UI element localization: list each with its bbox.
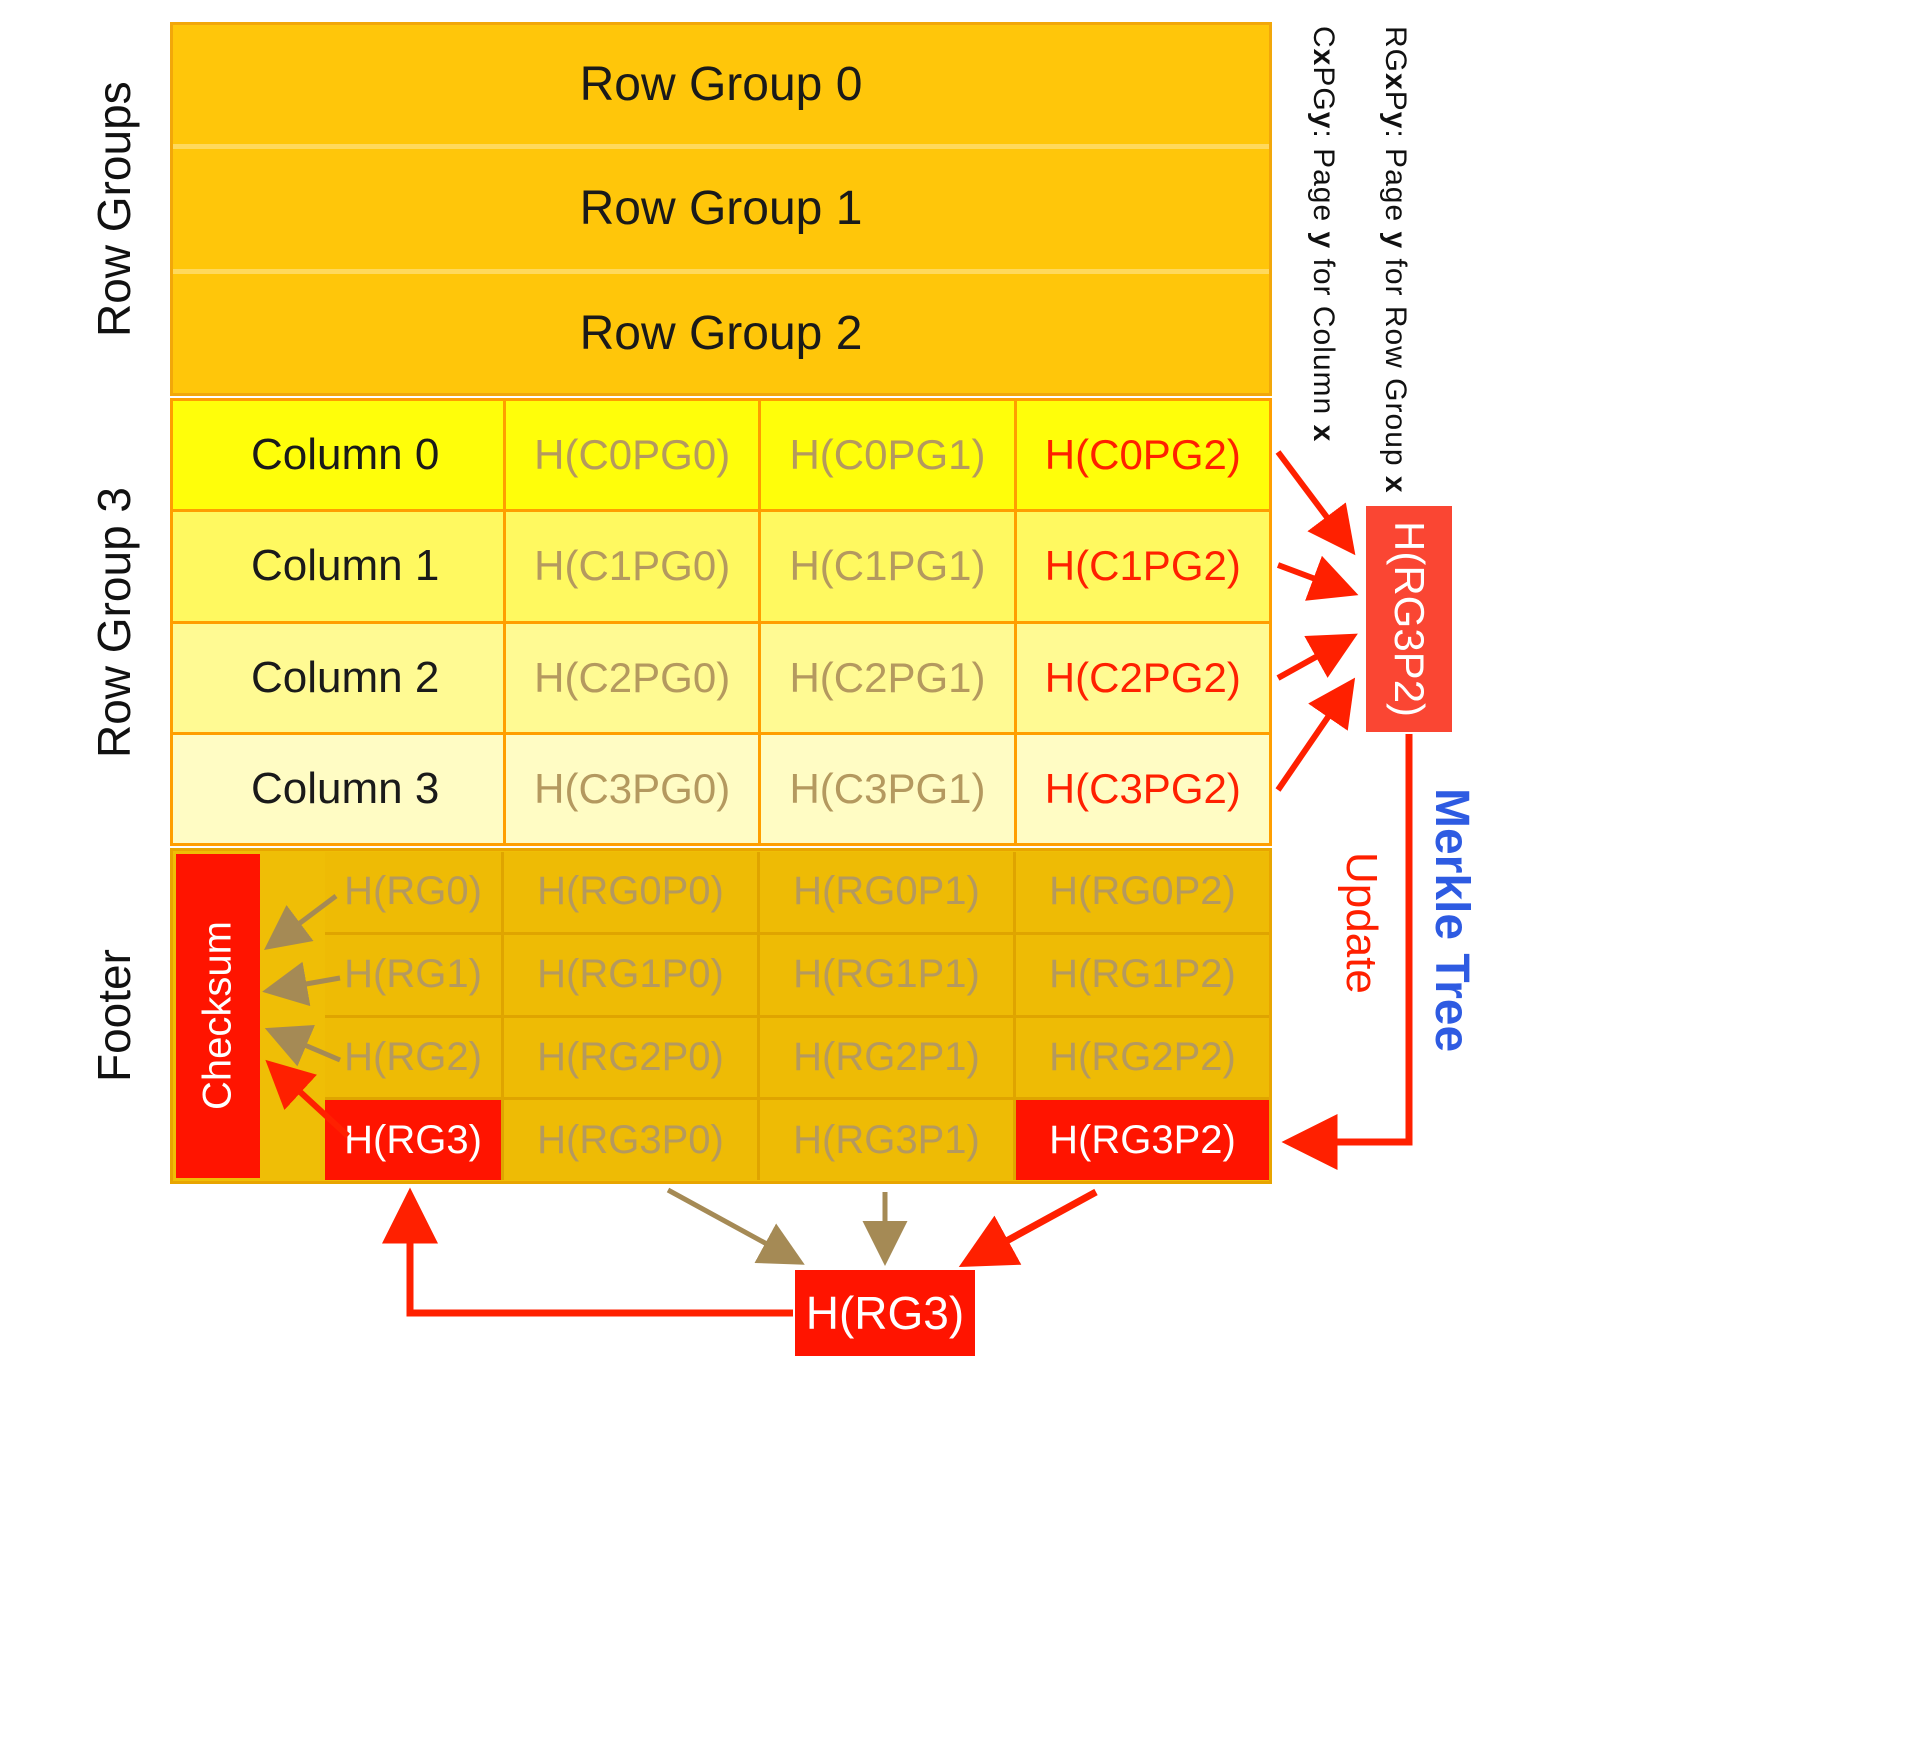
rg3-cell-c3pg0: H(C3PG0) [506, 734, 759, 843]
footer-cell-hrg3p0: H(RG3P0) [504, 1100, 757, 1180]
rg3-column-1-label: Column 1 [173, 512, 503, 621]
footer-cell-hrg2p2: H(RG2P2) [1016, 1017, 1269, 1098]
rg3-cell-c1pg1: H(C1PG1) [761, 512, 1014, 621]
rg3-cell-c0pg1: H(C0PG1) [761, 401, 1014, 510]
update-label: Update [1337, 852, 1386, 994]
footer-cell-hrg0p1: H(RG0P1) [760, 852, 1013, 932]
footer-cell-hrg3p1: H(RG3P1) [760, 1100, 1013, 1180]
footer-cell-hrg1p2: H(RG1P2) [1016, 934, 1269, 1015]
row-group-2-bar: Row Group 2 [173, 273, 1269, 393]
checksum-box: Checksum [176, 854, 260, 1178]
footer-cell-hrg2p1: H(RG2P1) [760, 1017, 1013, 1098]
hrg3-result-box: H(RG3) [795, 1270, 975, 1356]
merkle-hash-box: H(RG3P2) [1366, 506, 1452, 732]
legend-rgxpy: RGxPy: Page y for Row Group x [1379, 26, 1412, 494]
footer-cell-hrg1p0: H(RG1P0) [504, 934, 757, 1015]
arrow-hrg3p0-to-hrg3 [666, 1187, 805, 1265]
footer-cell-hrg3: H(RG3) [325, 1100, 501, 1180]
label-row-groups: Row Groups [88, 81, 140, 337]
row-group-0-bar: Row Group 0 [173, 25, 1269, 145]
rg3-cell-c1pg2: H(C1PG2) [1016, 512, 1269, 621]
footer-cell-hrg2p0: H(RG2P0) [504, 1017, 757, 1098]
footer-cell-hrg0p2: H(RG0P2) [1016, 852, 1269, 932]
arrow-c2pg2-to-merkle [1276, 633, 1358, 681]
arrow-c1pg2-to-merkle [1276, 555, 1359, 601]
footer-cell-hrg3p2: H(RG3P2) [1016, 1100, 1269, 1180]
footer-cell-hrg0: H(RG0) [325, 852, 501, 932]
footer-section: Checksum H(RG0) H(RG0P0) H(RG0P1) H(RG0P… [170, 848, 1272, 1184]
rg3-cell-c0pg2: H(C0PG2) [1016, 401, 1269, 510]
footer-cell-hrg0p0: H(RG0P0) [504, 852, 757, 932]
arrow-hrg3-box-to-footer [382, 1187, 793, 1317]
row-group-3-table: Column 0 H(C0PG0) H(C0PG1) H(C0PG2) Colu… [170, 398, 1272, 846]
rg3-cell-c3pg1: H(C3PG1) [761, 734, 1014, 843]
rg3-cell-c2pg0: H(C2PG0) [506, 623, 759, 732]
rg3-cell-c0pg0: H(C0PG0) [506, 401, 759, 510]
arrow-c3pg2-to-merkle [1275, 677, 1356, 792]
footer-cell-hrg1: H(RG1) [325, 934, 501, 1015]
label-footer: Footer [88, 949, 140, 1083]
rg3-column-3-label: Column 3 [173, 734, 503, 843]
row-group-1-bar: Row Group 1 [173, 149, 1269, 269]
rg3-column-2-label: Column 2 [173, 623, 503, 732]
merkle-tree-label: Merkle Tree [1425, 788, 1478, 1053]
rg3-cell-c2pg1: H(C2PG1) [761, 623, 1014, 732]
rg3-cell-c1pg0: H(C1PG0) [506, 512, 759, 621]
legend-cxpgy: CxPGy: Page y for Column x [1307, 26, 1340, 443]
label-row-group-3: Row Group 3 [88, 486, 140, 758]
rg3-column-0-label: Column 0 [173, 401, 503, 510]
footer-cell-hrg1p1: H(RG1P1) [760, 934, 1013, 1015]
row-groups-section: Row Group 0 Row Group 1 Row Group 2 [170, 22, 1272, 396]
footer-hash-grid: H(RG0) H(RG0P0) H(RG0P1) H(RG0P2) H(RG1)… [325, 852, 1269, 1180]
footer-cell-hrg2: H(RG2) [325, 1017, 501, 1098]
rg3-cell-c2pg2: H(C2PG2) [1016, 623, 1269, 732]
rg3-cell-c3pg2: H(C3PG2) [1016, 734, 1269, 843]
arrow-hrg3p2-to-hrg3 [958, 1188, 1098, 1268]
